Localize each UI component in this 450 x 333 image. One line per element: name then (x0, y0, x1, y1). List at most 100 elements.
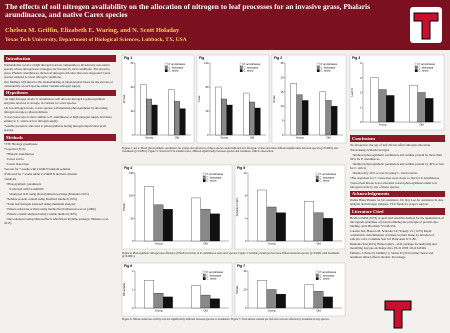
paragraph: •Carex stricta (4, 156, 24, 161)
panel-label: Fig 2 (274, 56, 282, 60)
x-tick-label: Old (203, 309, 208, 313)
paragraph: •Stored leaf nitrate is not allocated to… (350, 180, 438, 189)
y-tick-label: 0 (132, 133, 134, 137)
legend-swatch (315, 274, 319, 277)
legend-label: P. arundinacea (320, 173, 337, 176)
bar (146, 98, 152, 136)
paragraph: Cataldo DA, Haroon M, Schrader LE, Young… (350, 228, 435, 241)
y-axis-label: Leaf N (350, 88, 354, 96)
y-tick-label: 0 (360, 120, 362, 124)
bar (254, 107, 261, 136)
panel-label: Fig 3 (352, 56, 360, 60)
legend-swatch (315, 176, 319, 179)
legend-label: C. stricta (321, 70, 331, 73)
y-tick-label: 0 (207, 133, 209, 137)
legend-swatch (239, 66, 243, 69)
y-tick-label: 40 (131, 85, 134, 89)
legend-swatch (316, 62, 320, 66)
bar (153, 204, 164, 242)
legend-label: C. stricta (320, 278, 330, 281)
legend-swatch (164, 66, 168, 69)
section-heading: Literature Cited (350, 208, 445, 215)
bar (210, 298, 220, 309)
bar (168, 89, 175, 136)
bar (144, 280, 154, 309)
y-tick-label: 2 (360, 91, 362, 95)
y-tick-label: 40 (206, 109, 209, 113)
panel-label: Fig (199, 56, 204, 60)
bar (249, 101, 255, 136)
legend-label: P. arundinacea (207, 271, 224, 274)
bar (370, 77, 379, 123)
legend-swatch (414, 66, 418, 69)
bar (425, 98, 434, 123)
x-tick-label: Young (220, 136, 228, 140)
y-axis-label: Nitrate (235, 285, 239, 294)
legend-label: C. lasiocarpa (320, 176, 335, 179)
bar (215, 86, 222, 136)
paragraph: •Analyzed in R using photosynthesis pack… (4, 191, 89, 196)
bar (226, 104, 233, 136)
legend-swatch (164, 62, 168, 66)
bar (243, 92, 250, 136)
bar (378, 89, 387, 123)
paragraph: •Phalaris arundinacea (4, 151, 34, 156)
x-tick-label: Old (250, 136, 255, 140)
legend-label: C. lasiocarpa (244, 66, 259, 69)
legend-label: C. stricta (320, 180, 330, 183)
y-tick-label: 2 (132, 269, 134, 273)
paragraph: Pinheiro J, Bates D, DebRoy S, Sarkar D … (350, 250, 435, 259)
x-tick-label: Old (316, 242, 321, 246)
y-tick-label: 4 (245, 216, 247, 220)
paragraph: Bradford MM (1976) A rapid and sensitive… (350, 215, 445, 228)
authors: Chelsea M. Griffin, Elizabeth E. Waring,… (5, 27, 180, 34)
bar (276, 293, 286, 309)
x-tick-label: Old (316, 309, 321, 313)
bar (257, 189, 267, 242)
legend-label: P. arundinacea (244, 63, 261, 66)
x-tick-label: Young (296, 136, 304, 140)
figure-caption: Figure 6: Nitrate reductase activity was… (122, 318, 330, 321)
y-tick-label: 80 (206, 85, 209, 89)
y-axis-label: NR activity (122, 282, 126, 296)
x-tick-label: Old (326, 136, 331, 140)
legend-swatch (316, 66, 320, 69)
paragraph: •Carex lasiocarpa is more similar to P. … (4, 115, 113, 124)
bar (409, 84, 418, 123)
bar (304, 284, 314, 309)
bar (313, 212, 324, 242)
y-tick-label: 0 (132, 239, 134, 243)
bar (276, 212, 286, 242)
y-tick-label: 8 (245, 194, 247, 198)
y-axis-label: Vcmax (122, 94, 126, 103)
figure-caption: Figure 4: Photosynthetic nitrogen use ef… (122, 252, 340, 259)
paragraph: •Grown for 7 weeks with 15mM N nutrient … (4, 166, 71, 171)
bar (417, 92, 426, 123)
y-tick-label: 20 (281, 75, 284, 79)
legend-swatch (202, 179, 206, 182)
y-tick-label: 10 (281, 104, 284, 108)
panel-label: Fig 6 (124, 264, 132, 268)
y-tick-label: 0 (282, 133, 284, 137)
legend-label: C. stricta (419, 70, 429, 73)
legend-label: P. arundinacea (207, 173, 224, 176)
left-column: Introduction Wetlands that receive a high… (4, 53, 116, 226)
bar (163, 296, 173, 309)
y-axis-label: Soluble protein (235, 197, 239, 216)
paragraph: •Reduced by 20% or less in young C. stri… (350, 170, 418, 175)
paragraph: •Total leaf nitrogen analyzed using elem… (4, 201, 76, 206)
legend-swatch (202, 172, 206, 176)
paragraph: •Photosynthetic parameters (4, 181, 42, 186)
bar (290, 83, 297, 136)
legend-swatch (315, 270, 319, 274)
x-tick-label: Young (268, 242, 276, 246)
y-tick-label: 60 (131, 61, 134, 65)
bar (304, 201, 314, 242)
paragraph: •Soluble protein content using Bradford … (4, 196, 77, 201)
paragraph: •Reduced photosynthetic parameters and s… (350, 152, 443, 161)
paragraph: Dallas Haun Thanks for lab assistance. D… (350, 198, 445, 207)
bar (153, 293, 164, 309)
legend-label: C. lasiocarpa (419, 66, 434, 69)
